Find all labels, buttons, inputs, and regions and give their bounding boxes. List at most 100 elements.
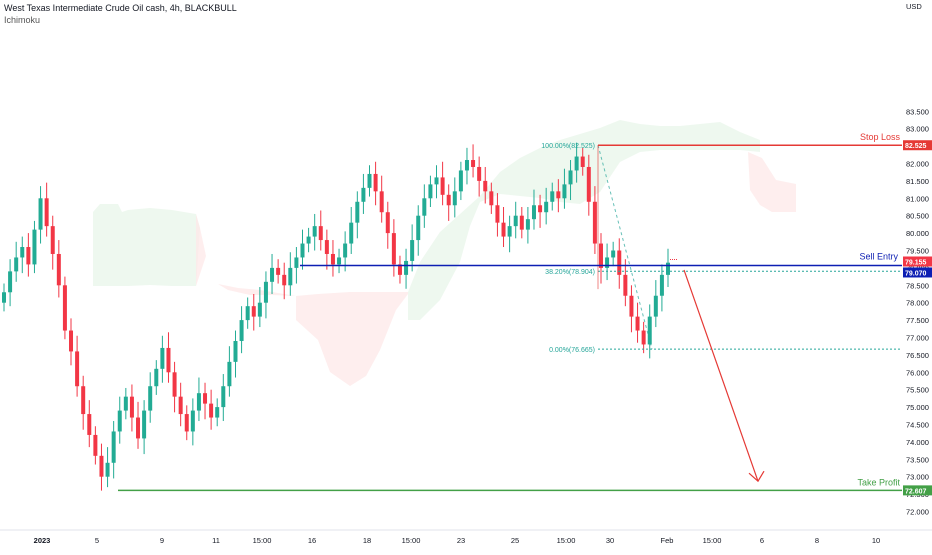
x-tick-label: 15:00 — [253, 536, 272, 545]
sell-entry-label: Sell Entry — [859, 251, 898, 261]
candle-body — [221, 386, 226, 408]
candle-body — [605, 257, 610, 268]
take-profit-label: Take Profit — [857, 477, 900, 487]
candle-body — [184, 414, 189, 432]
x-tick-label: 30 — [606, 536, 614, 545]
candle-body — [227, 361, 232, 387]
projection-line — [683, 269, 759, 482]
candle-body — [464, 160, 469, 171]
cloud-segment — [93, 204, 200, 286]
x-tick-label: 11 — [212, 536, 220, 545]
candle-body — [635, 316, 640, 331]
y-tick-label: 83.000 — [906, 125, 929, 134]
candle-body — [190, 410, 195, 432]
candle-body — [410, 240, 415, 261]
projection-arrow — [670, 259, 765, 483]
candle-body — [556, 191, 561, 199]
ichimoku-cloud — [93, 120, 796, 386]
y-tick-label: 80.500 — [906, 212, 929, 221]
sell-entry-price-tag: 79.070 — [905, 270, 927, 277]
candle-body — [507, 226, 512, 237]
candle-body — [209, 403, 214, 418]
candle-body — [142, 410, 147, 439]
candle-body — [538, 205, 543, 213]
x-tick-label: 23 — [457, 536, 465, 545]
candle-body — [26, 247, 31, 265]
candle-body — [391, 233, 396, 265]
current-price-tag-bg — [903, 256, 932, 267]
key-levels — [118, 144, 902, 492]
candle-body — [440, 177, 445, 195]
y-tick-label: 74.000 — [906, 438, 929, 447]
candle-body — [355, 201, 360, 223]
candle-body — [629, 295, 634, 317]
candle-body — [294, 257, 299, 268]
candle-body — [32, 229, 37, 265]
candle-body — [666, 262, 670, 275]
candle-body — [458, 170, 463, 192]
candle-body — [434, 177, 439, 185]
candle-body — [117, 410, 122, 432]
candle-body — [111, 431, 116, 463]
candle-body — [324, 240, 329, 254]
sell-entry-price-tag-bg — [903, 267, 932, 278]
x-tick-label: 25 — [511, 536, 519, 545]
candle-body — [361, 187, 366, 202]
candle-body — [446, 194, 451, 206]
candle-body — [330, 253, 335, 265]
y-tick-label: 76.000 — [906, 368, 929, 377]
candle-body — [69, 330, 74, 352]
x-tick-label: 5 — [95, 536, 99, 545]
candle-body — [550, 191, 555, 202]
candle-body — [574, 156, 579, 171]
candle-body — [270, 267, 275, 282]
cloud-segment — [748, 152, 796, 212]
candle-body — [20, 247, 25, 258]
candle-body — [318, 226, 323, 241]
candle-body — [306, 236, 311, 244]
fib-diagonal — [597, 145, 653, 350]
y-tick-label: 76.500 — [906, 351, 929, 360]
candle-body — [62, 285, 67, 331]
candle-body — [598, 243, 603, 268]
candle-body — [239, 320, 244, 341]
candle-body — [105, 462, 110, 477]
candle-body — [653, 295, 658, 317]
x-tick-label: 8 — [815, 536, 819, 545]
candle-body — [416, 215, 421, 241]
candle-body — [568, 170, 573, 185]
candle-body — [282, 274, 287, 286]
candle-body — [586, 166, 591, 202]
candle-body — [580, 156, 585, 167]
x-tick-label: 16 — [308, 536, 316, 545]
candle-body — [99, 455, 104, 477]
candle-body — [489, 191, 494, 206]
candle-body — [611, 250, 616, 258]
stop-loss-label: Stop Loss — [860, 132, 901, 142]
candle-body — [422, 198, 427, 216]
candle-body — [44, 198, 49, 227]
candle-body — [160, 347, 165, 369]
x-tick-label: Feb — [661, 536, 674, 545]
candle-body — [428, 184, 433, 199]
candle-body — [617, 250, 622, 275]
candle-body — [257, 302, 262, 317]
candles — [2, 142, 670, 491]
candle-body — [531, 205, 536, 220]
fibonacci — [597, 145, 902, 350]
candle-body — [172, 372, 177, 397]
candle-body — [276, 267, 281, 275]
candle-body — [251, 306, 256, 317]
candle-body — [659, 274, 664, 296]
candle-body — [477, 166, 482, 181]
candle-body — [452, 191, 457, 206]
y-tick-label: 81.500 — [906, 177, 929, 186]
candle-body — [136, 417, 141, 439]
candle-body — [544, 201, 549, 213]
chart-title: West Texas Intermediate Crude Oil cash, … — [4, 3, 237, 13]
x-tick-label: 15:00 — [402, 536, 421, 545]
currency-label: USD — [906, 2, 922, 11]
y-tick-label: 75.000 — [906, 403, 929, 412]
